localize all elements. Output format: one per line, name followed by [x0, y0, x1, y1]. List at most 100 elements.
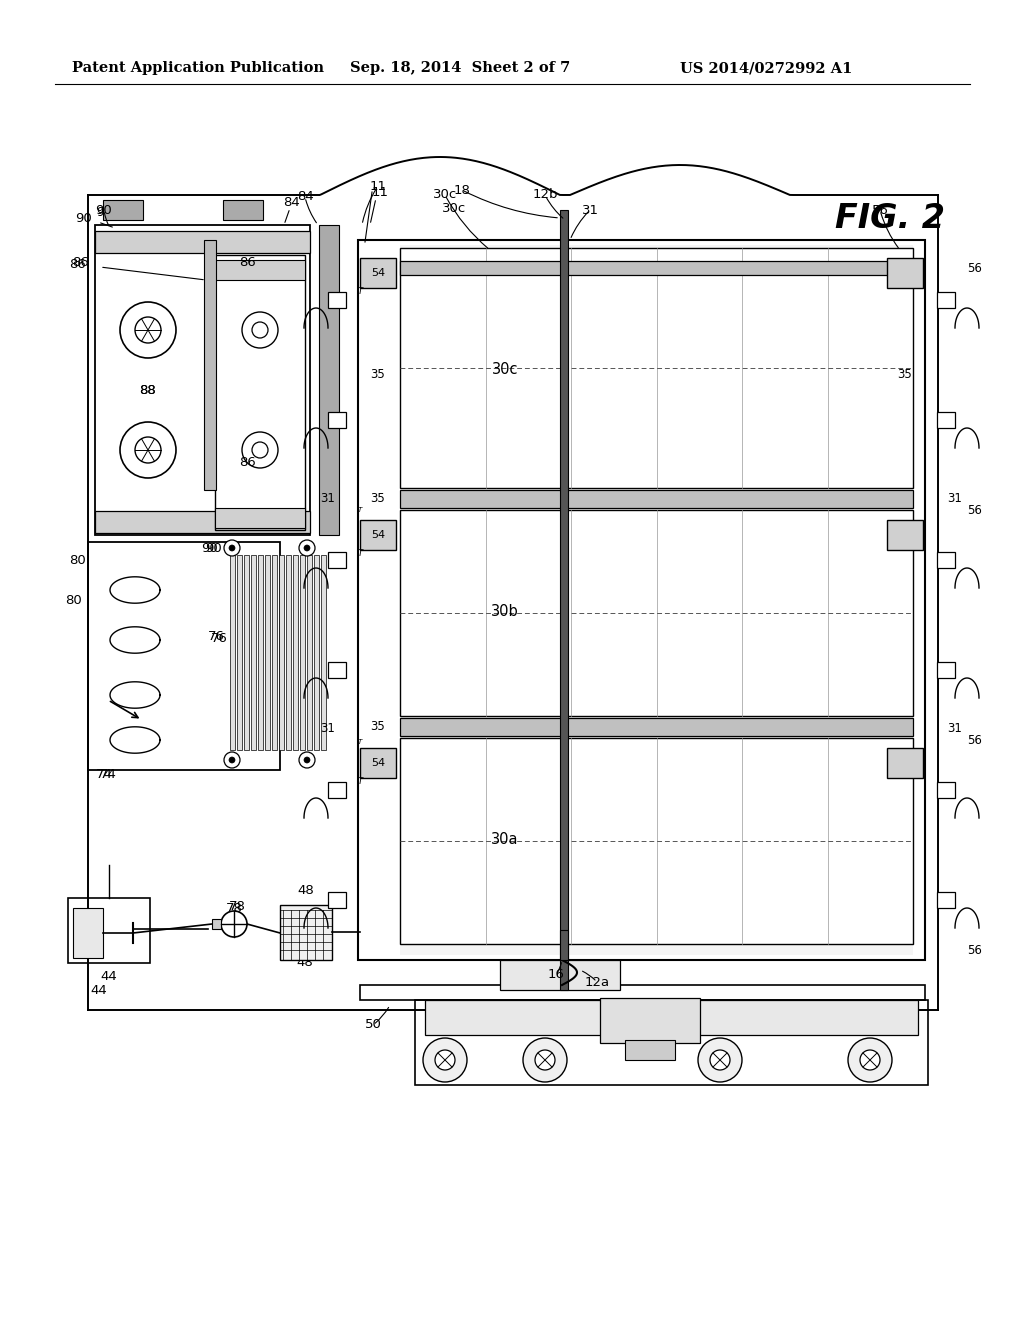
Bar [358, 240, 925, 960]
Text: 84: 84 [284, 197, 300, 210]
Text: 35: 35 [371, 721, 385, 734]
Bar [500, 960, 620, 990]
Text: 35: 35 [371, 367, 385, 380]
Bar [95, 511, 310, 533]
Text: 35: 35 [898, 721, 912, 734]
Text: 76: 76 [211, 631, 228, 644]
Bar [400, 248, 913, 488]
Circle shape [229, 756, 234, 763]
Bar [400, 718, 913, 737]
Bar [360, 985, 925, 1001]
Bar [400, 510, 913, 715]
Circle shape [423, 1038, 467, 1082]
Text: 12b: 12b [532, 189, 558, 202]
Text: 88: 88 [139, 384, 157, 396]
Text: 86: 86 [240, 256, 256, 268]
Bar [328, 412, 346, 428]
Bar [215, 255, 305, 531]
Text: 31: 31 [947, 491, 963, 504]
Text: 11: 11 [370, 180, 386, 193]
Bar [937, 781, 955, 799]
Bar [400, 261, 913, 275]
Bar [88, 543, 280, 770]
Text: 50: 50 [365, 1019, 381, 1031]
Bar [937, 663, 955, 678]
Circle shape [435, 1049, 455, 1071]
Circle shape [224, 540, 240, 556]
Bar [415, 1001, 928, 1085]
Bar [328, 663, 346, 678]
Text: 56: 56 [967, 734, 982, 747]
Bar [600, 998, 700, 1043]
Bar [560, 210, 568, 990]
Bar [937, 292, 955, 308]
Bar [286, 554, 291, 750]
Circle shape [860, 1049, 880, 1071]
Bar [321, 554, 326, 750]
Circle shape [224, 752, 240, 768]
Circle shape [710, 1049, 730, 1071]
Bar [319, 224, 339, 535]
Bar [560, 931, 568, 960]
Text: 54: 54 [371, 531, 385, 540]
Bar [360, 748, 396, 777]
Bar [215, 508, 305, 528]
Text: 44: 44 [90, 983, 106, 997]
Text: 60: 60 [901, 1019, 918, 1031]
Bar [625, 1040, 675, 1060]
Bar [400, 490, 913, 508]
Text: 16: 16 [548, 969, 564, 982]
Bar [937, 412, 955, 428]
Text: 86: 86 [73, 256, 89, 269]
Text: 56: 56 [967, 503, 982, 516]
Bar [425, 1001, 918, 1035]
Text: 54: 54 [371, 758, 385, 768]
Text: 31: 31 [582, 203, 598, 216]
Bar [215, 260, 305, 280]
Bar [279, 554, 284, 750]
Text: 18: 18 [454, 183, 470, 197]
Bar [280, 906, 332, 960]
Text: 30c: 30c [492, 363, 518, 378]
Bar [204, 240, 216, 490]
Bar [307, 554, 312, 750]
Text: 90: 90 [95, 203, 113, 216]
Text: 35: 35 [371, 492, 385, 506]
Text: 80: 80 [66, 594, 82, 606]
Text: US 2014/0272992 A1: US 2014/0272992 A1 [680, 61, 852, 75]
Bar [258, 554, 263, 750]
Bar [103, 201, 143, 220]
Text: Patent Application Publication: Patent Application Publication [72, 61, 324, 75]
Bar [251, 554, 256, 750]
Text: 11: 11 [372, 186, 388, 199]
Bar [360, 257, 396, 288]
Text: 74: 74 [96, 768, 113, 781]
Bar [314, 554, 319, 750]
Bar [244, 554, 249, 750]
Bar [400, 246, 913, 954]
Bar [300, 554, 305, 750]
Bar [223, 201, 263, 220]
Text: 90: 90 [75, 211, 92, 224]
Text: 35: 35 [898, 492, 912, 506]
Text: 30a: 30a [492, 833, 519, 847]
Text: 78: 78 [225, 902, 243, 915]
Bar [937, 552, 955, 568]
Circle shape [304, 545, 310, 550]
Circle shape [848, 1038, 892, 1082]
Circle shape [299, 540, 315, 556]
Text: 86: 86 [240, 457, 256, 470]
Text: 56: 56 [967, 944, 982, 957]
Text: 90: 90 [206, 541, 222, 554]
Bar [272, 554, 278, 750]
Text: 80: 80 [70, 553, 86, 566]
Bar [212, 919, 221, 929]
Bar [230, 554, 234, 750]
Text: 30b: 30b [492, 605, 519, 619]
Bar [887, 257, 923, 288]
Text: 90: 90 [202, 541, 218, 554]
Bar [887, 748, 923, 777]
Bar [293, 554, 298, 750]
Text: T: T [357, 777, 362, 787]
Bar [328, 552, 346, 568]
